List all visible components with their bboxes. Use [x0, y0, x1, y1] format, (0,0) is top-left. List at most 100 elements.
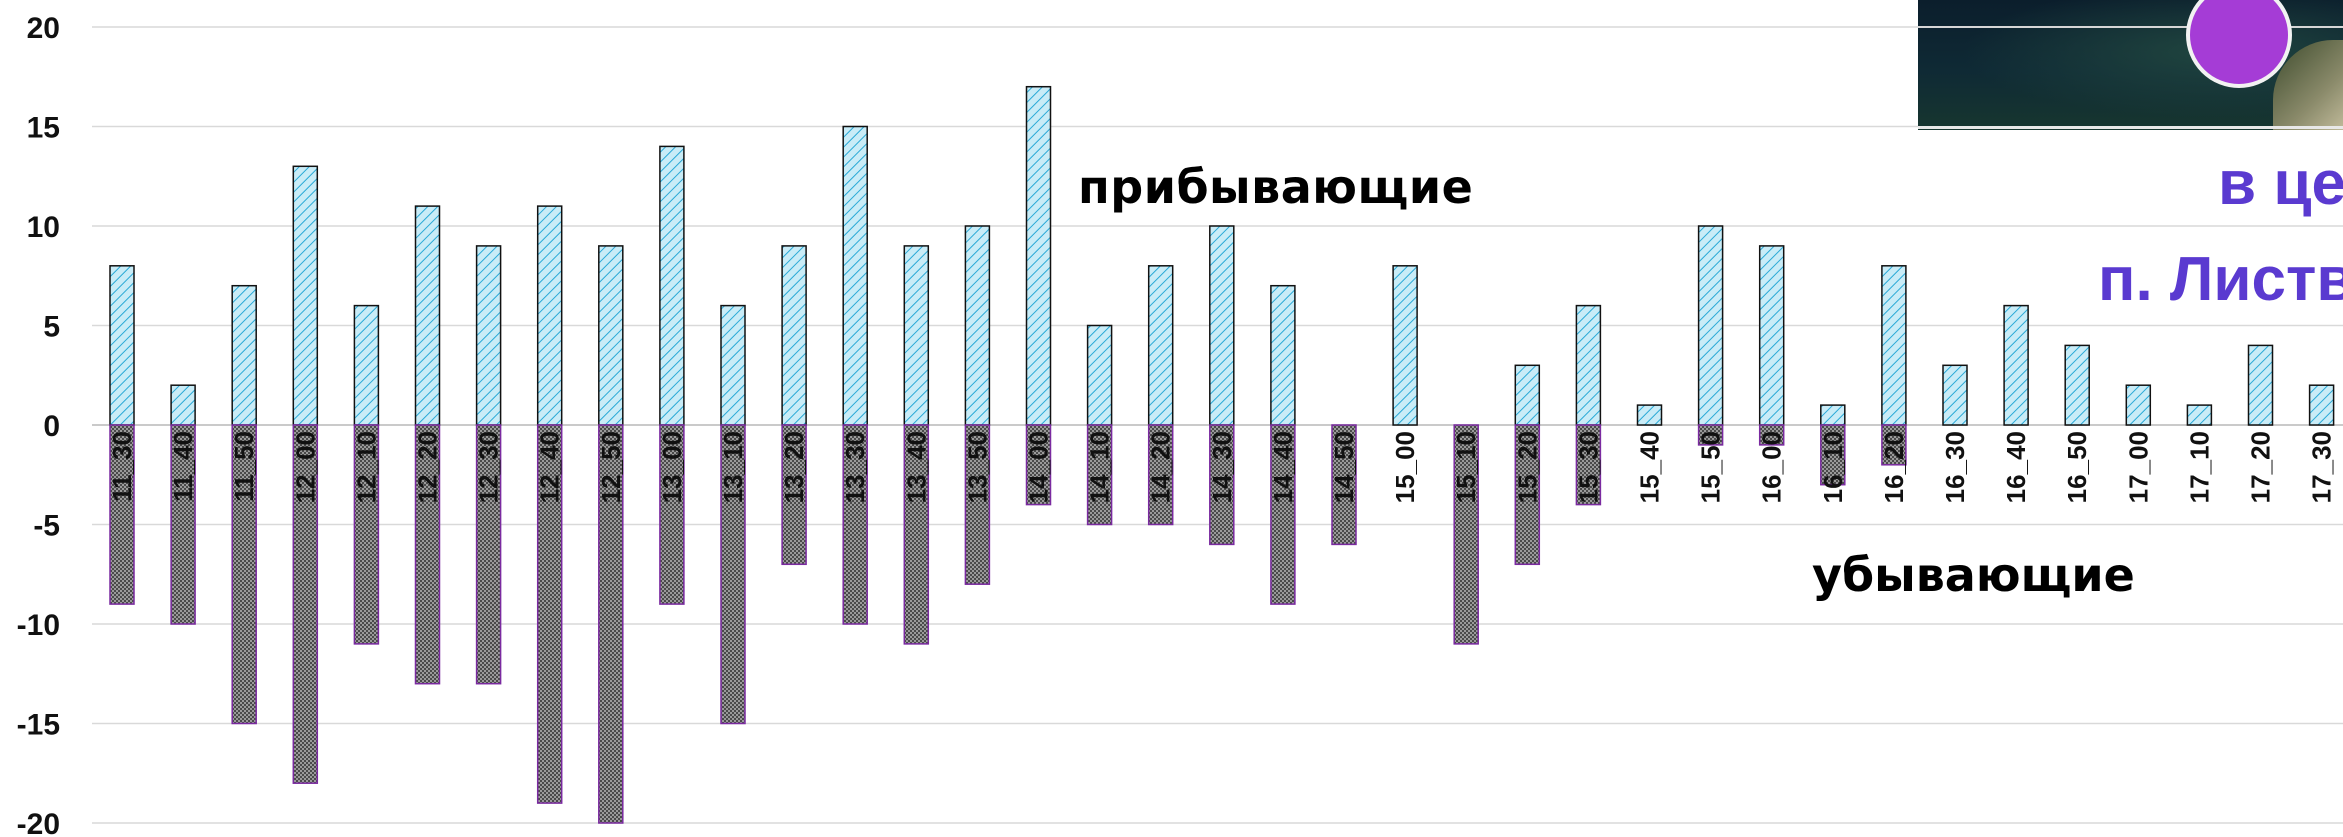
bar-arriving	[598, 245, 624, 426]
bar-arriving	[536, 205, 563, 426]
bar-arriving	[1270, 284, 1296, 426]
x-tick-label: 13_30	[840, 431, 870, 503]
bar-arriving	[1820, 404, 1846, 426]
x-tick-label: 16_50	[2062, 431, 2092, 503]
bar-arriving	[1758, 245, 1785, 426]
bar-leaving	[536, 424, 563, 804]
x-tick-label: 12_40	[535, 431, 565, 503]
y-tick-label: 0	[43, 410, 60, 443]
bar-leaving	[1025, 424, 1052, 506]
x-tick-label: 12_30	[474, 431, 504, 503]
bar-arriving	[1392, 265, 1418, 426]
bar-arriving	[1575, 304, 1602, 426]
bar-arriving	[170, 384, 196, 426]
x-tick-label: 13_20	[779, 431, 809, 503]
bar-arriving	[1025, 85, 1052, 426]
y-tick-label: -15	[17, 709, 60, 742]
bar-arriving	[1942, 364, 1968, 426]
bar-arriving	[659, 145, 685, 426]
bar-leaving	[1453, 424, 1479, 645]
arriving-annotation: прибывающие	[1078, 160, 1474, 214]
bar-leaving	[1820, 424, 1846, 486]
bar-leaving	[1147, 424, 1174, 526]
bar-leaving	[109, 424, 135, 605]
x-tick-label: 15_30	[1573, 431, 1603, 503]
x-tick-label: 16_10	[1818, 431, 1848, 503]
x-tick-label: 17_10	[2184, 431, 2214, 503]
bar-arriving	[720, 304, 746, 426]
bar-leaving	[1209, 424, 1235, 546]
bar-leaving	[1758, 424, 1785, 446]
x-tick-label: 14_50	[1329, 431, 1359, 503]
bar-leaving	[231, 424, 257, 725]
x-tick-label: 15_40	[1635, 431, 1665, 503]
bar-leaving	[720, 424, 746, 725]
x-tick-label: 13_10	[718, 431, 748, 503]
place-title-line2: п. Листв	[2098, 245, 2343, 314]
bar-leaving	[659, 424, 685, 605]
bar-arriving	[1209, 225, 1235, 426]
bar-arriving	[781, 245, 807, 426]
x-tick-label: 14_20	[1146, 431, 1176, 503]
bar-arriving	[1086, 324, 1113, 426]
bar-leaving	[353, 424, 380, 645]
bar-arriving	[292, 165, 319, 426]
bar-arriving	[475, 245, 502, 426]
x-tick-label: 14_00	[1024, 431, 1054, 503]
x-tick-label: 12_10	[351, 431, 381, 503]
bar-arriving	[2186, 404, 2213, 426]
bar-leaving	[964, 424, 991, 585]
y-tick-label: 15	[27, 112, 60, 145]
map-border	[1918, 126, 2343, 129]
bar-leaving	[1697, 424, 1724, 446]
bar-arriving	[842, 125, 868, 426]
location-marker-circle	[2186, 0, 2292, 88]
bar-arriving	[2003, 304, 2029, 426]
bar-arriving	[2125, 384, 2152, 426]
x-tick-label: 17_30	[2307, 431, 2337, 503]
x-tick-label: 15_00	[1390, 431, 1420, 503]
x-tick-label: 14_10	[1085, 431, 1115, 503]
x-tick-label: 12_20	[413, 431, 443, 503]
bar-arriving	[964, 225, 991, 426]
bar-arriving	[414, 205, 441, 426]
y-tick-label: -10	[17, 609, 60, 642]
x-tick-label: 12_00	[290, 431, 320, 503]
y-tick-label: -5	[33, 510, 60, 543]
x-tick-label: 16_20	[1879, 431, 1909, 503]
y-tick-label: 10	[27, 211, 60, 244]
bar-leaving	[781, 424, 807, 566]
x-tick-label: 11_50	[229, 431, 259, 502]
x-tick-label: 17_00	[2123, 431, 2153, 503]
leaving-annotation: убывающие	[1812, 548, 2135, 602]
bar-leaving	[1331, 424, 1357, 546]
x-axis-labels: 11_30 11_40 11_50 12_00 12_10 12_20 12_30 12_40…	[107, 431, 2337, 503]
x-tick-label: 17_20	[2246, 431, 2276, 503]
bar-arriving	[903, 245, 930, 426]
bar-arriving	[1514, 364, 1541, 426]
x-tick-label: 14_30	[1207, 431, 1237, 503]
bar-arriving	[2247, 344, 2274, 426]
x-tick-label: 15_20	[1512, 431, 1542, 503]
bar-leaving	[292, 424, 319, 784]
y-tick-label: 5	[43, 311, 60, 344]
bar-leaving	[1086, 424, 1113, 526]
bar-leaving	[1270, 424, 1296, 605]
place-title-line1: в це	[2218, 149, 2343, 218]
x-tick-label: 16_00	[1757, 431, 1787, 503]
bar-arriving	[231, 284, 257, 426]
bar-leaving	[1514, 424, 1541, 566]
bar-leaving	[475, 424, 502, 685]
y-tick-label: -20	[17, 808, 60, 837]
bar-arriving	[2064, 344, 2090, 426]
y-axis-ticks: 20 15 10 5 0 -5 -10 -15 -20	[17, 12, 60, 837]
x-tick-label: 16_40	[2001, 431, 2031, 503]
bar-arriving	[1147, 265, 1174, 426]
y-tick-label: 20	[27, 12, 60, 45]
x-tick-label: 15_50	[1696, 431, 1726, 503]
bar-leaving	[1881, 424, 1907, 466]
map-divider-line	[1918, 26, 2343, 28]
bar-leaving	[170, 424, 196, 625]
bar-arriving	[1697, 225, 1724, 426]
